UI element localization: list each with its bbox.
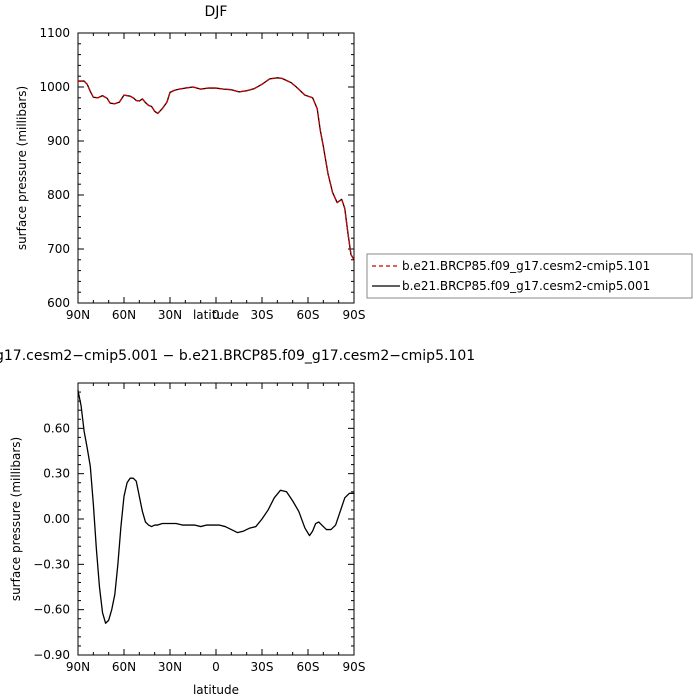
chart-bottom-x-axis: 90N 60N 30N 0 30S 60S 90S	[66, 383, 366, 674]
chart-top-ytick-label: 1100	[39, 26, 70, 40]
chart-top-xtick-label: 90N	[66, 308, 90, 322]
chart-bottom-ytick-label: 0.00	[43, 512, 70, 526]
chart-bottom-ytick-label: 0.60	[43, 421, 70, 435]
chart-bottom: _g17.cesm2−cmip5.001 − b.e21.BRCP85.f09_…	[0, 348, 475, 697]
legend-box	[366, 253, 693, 299]
chart-top-x-axis: 90N 60N 30N 0 30S 60S 90S	[66, 33, 366, 322]
chart-bottom-series-line-0	[77, 389, 355, 624]
chart-top-ytick-label: 700	[47, 242, 70, 256]
chart-bottom-ytick-label: −0.30	[33, 557, 70, 571]
chart-bottom-xtick-label: 30S	[251, 660, 274, 674]
chart-bottom-series	[77, 389, 355, 624]
chart-bottom-ytick-label: −0.90	[33, 648, 70, 662]
chart-top-xtick-label: 90S	[343, 308, 366, 322]
legend-label-001: b.e21.BRCP85.f09_g17.cesm2-cmip5.001	[402, 279, 650, 293]
chart-bottom-xtick-label: 60N	[112, 660, 136, 674]
chart-top-title: DJF	[205, 4, 228, 20]
chart-top-xtick-label: 60N	[112, 308, 136, 322]
legend: b.e21.BRCP85.f09_g17.cesm2-cmip5.101 b.e…	[366, 253, 693, 299]
chart-bottom-xlabel: latitude	[193, 683, 239, 697]
chart-bottom-xtick-label: 60S	[297, 660, 320, 674]
chart-bottom-xtick-label: 0	[212, 660, 220, 674]
chart-top-plot-frame	[77, 32, 355, 304]
chart-top-series-line-1	[77, 77, 355, 261]
chart-bottom-xtick-label: 30N	[158, 660, 182, 674]
chart-bottom-ytick-label: −0.60	[33, 603, 70, 617]
chart-top-ytick-label: 1000	[39, 80, 70, 94]
chart-bottom-y-axis: −0.90 −0.60 −0.30 0.00 0.30 0.60	[33, 391, 354, 662]
chart-top-ytick-label: 800	[47, 188, 70, 202]
chart-top-xtick-label: 30S	[251, 308, 274, 322]
chart-bottom-xtick-label: 90N	[66, 660, 90, 674]
legend-label-101: b.e21.BRCP85.f09_g17.cesm2-cmip5.101	[402, 259, 650, 273]
chart-top-xtick-label: 30N	[158, 308, 182, 322]
chart-top-y-axis: 600 700 800 900 1000 1100	[39, 26, 354, 310]
chart-bottom-title: _g17.cesm2−cmip5.001 − b.e21.BRCP85.f09_…	[0, 348, 475, 364]
chart-top-series	[77, 77, 355, 261]
chart-top-ylabel: surface pressure (millibars)	[15, 86, 29, 250]
chart-top-ytick-label: 900	[47, 134, 70, 148]
chart-top-ytick-label: 600	[47, 296, 70, 310]
chart-top-xtick-label: 60S	[297, 308, 320, 322]
chart-top-series-line-0	[77, 77, 355, 261]
chart-bottom-xtick-label: 90S	[343, 660, 366, 674]
chart-bottom-ytick-label: 0.30	[43, 467, 70, 481]
chart-top-xtick-label: 0	[212, 308, 220, 322]
chart-top-xlabel: latitude	[193, 308, 239, 322]
chart-bottom-plot-frame	[77, 382, 355, 656]
chart-bottom-ylabel: surface pressure (millibars)	[9, 437, 23, 601]
